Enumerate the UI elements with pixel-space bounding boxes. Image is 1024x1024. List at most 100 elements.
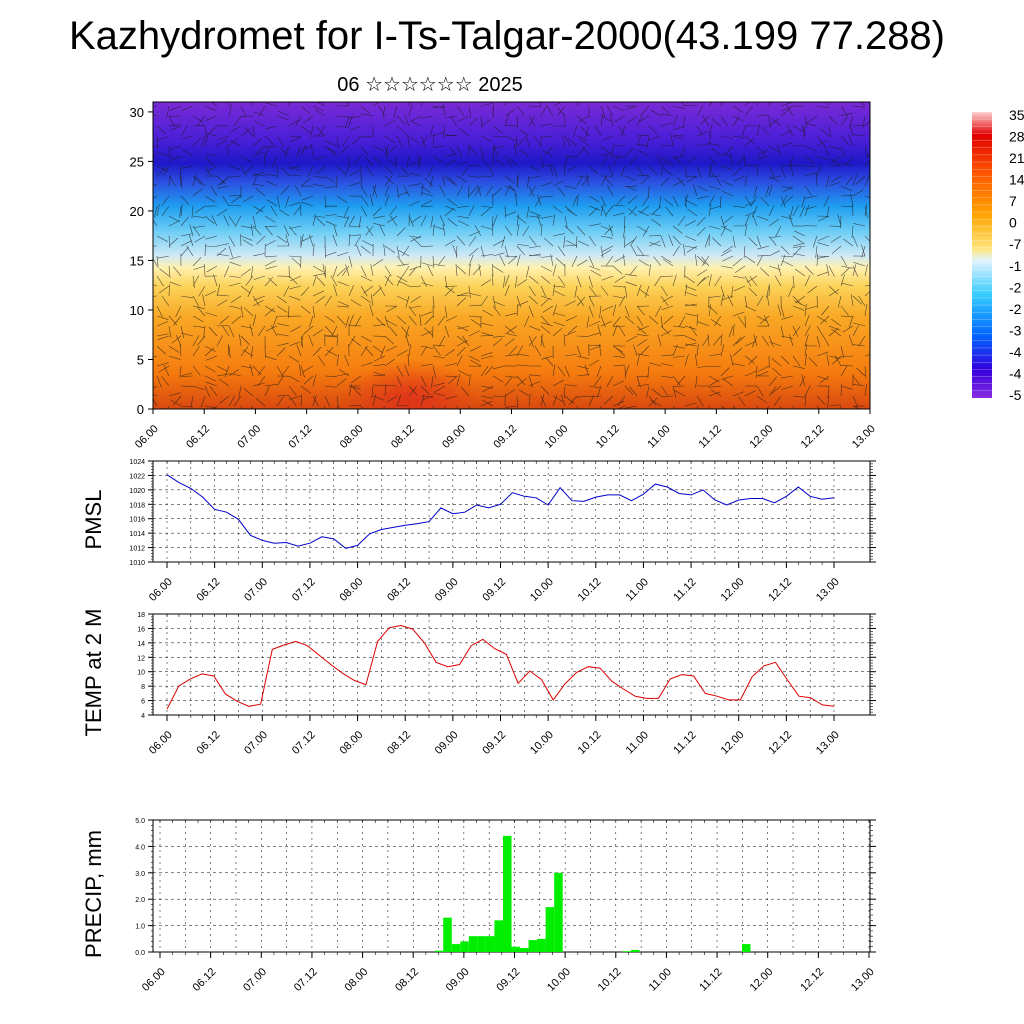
x-tick-label: 10.00 (543, 423, 571, 451)
wind-barb (420, 184, 424, 197)
wind-barb (640, 105, 650, 116)
wind-barb (310, 144, 314, 157)
wind-barb (206, 265, 218, 273)
wind-barb (576, 194, 579, 207)
wind-barb (564, 225, 575, 235)
wind-barb (563, 235, 566, 248)
wind-barb (566, 240, 578, 247)
wind-barb (588, 205, 601, 211)
wind-barb (708, 124, 713, 137)
wind-barb (252, 151, 265, 157)
wind-barb (404, 364, 410, 377)
wind-barb (427, 265, 434, 277)
x-tick-label: 06.00 (133, 423, 161, 451)
wind-barb (600, 195, 607, 208)
wind-barb (468, 405, 471, 409)
wind-barb (153, 397, 158, 407)
wind-barb (296, 145, 302, 158)
wind-barb (695, 354, 698, 367)
wind-barb (324, 145, 336, 153)
wind-barb (720, 225, 732, 232)
wind-barb (648, 125, 658, 135)
wind-barb (220, 175, 230, 186)
wind-barb (373, 384, 386, 387)
wind-barb (360, 265, 367, 277)
wind-barb (240, 105, 247, 117)
wind-barb (447, 218, 458, 227)
wind-barb (276, 165, 278, 179)
wind-barb (732, 337, 742, 347)
wind-barb (515, 194, 518, 207)
wind-barb (612, 265, 623, 275)
wind-barb (408, 200, 420, 207)
wind-barb (502, 275, 506, 288)
panel-temp-y-tick-label: 4 (141, 713, 145, 720)
wind-barb (412, 237, 422, 247)
wind-barb (792, 405, 795, 409)
wind-barb (557, 186, 566, 197)
wind-barb (159, 268, 170, 277)
wind-barb (588, 359, 600, 367)
wind-barb (300, 178, 311, 187)
wind-barb (605, 205, 614, 216)
wind-barb (432, 255, 435, 268)
wind-barb (396, 394, 402, 407)
wind-barb (396, 263, 409, 267)
wind-barb (253, 111, 266, 117)
wind-barb (744, 355, 755, 364)
wind-barb (167, 405, 170, 409)
wind-barb (792, 144, 805, 147)
wind-barb (168, 355, 181, 360)
wind-barb (383, 244, 386, 257)
wind-barb (504, 211, 517, 217)
wind-barb (649, 362, 662, 367)
wind-barb (588, 344, 601, 347)
wind-barb (581, 126, 590, 137)
wind-barb (288, 201, 301, 207)
wind-barb (793, 245, 806, 248)
wind-barb (307, 165, 314, 177)
wind-barb (492, 305, 501, 316)
wind-barb (476, 184, 482, 197)
wind-barb (192, 295, 200, 307)
wind-barb (600, 249, 612, 257)
wind-barb (240, 405, 242, 409)
wind-barb (801, 195, 806, 208)
wind-barb (516, 254, 521, 267)
wind-barb (168, 174, 172, 187)
wind-barb (842, 325, 854, 333)
wind-barb (749, 276, 758, 287)
wind-barb (179, 165, 182, 178)
wind-barb (482, 385, 494, 393)
wind-barb (445, 395, 458, 400)
wind-barb (287, 405, 290, 409)
wind-barb (482, 309, 494, 317)
wind-barb (684, 220, 696, 227)
wind-barb (685, 343, 698, 347)
wind-barb (324, 325, 334, 336)
wind-barb (702, 335, 710, 347)
wind-barb (469, 292, 482, 297)
wind-barb (858, 295, 866, 307)
wind-barb (748, 355, 758, 365)
wind-barb (692, 184, 698, 197)
wind-barb (156, 204, 160, 217)
wind-barb (840, 265, 853, 269)
wind-barb (197, 306, 206, 317)
wind-barb (212, 405, 218, 409)
wind-barb (444, 305, 448, 318)
wind-barb (684, 275, 695, 284)
wind-barb (792, 275, 795, 288)
wind-barb (825, 175, 830, 188)
wind-barb (599, 305, 602, 318)
wind-barb (227, 344, 230, 357)
wind-barb (325, 185, 338, 189)
wind-barb (349, 125, 362, 131)
y-tick-label: 20 (130, 204, 144, 219)
wind-barb (696, 185, 708, 192)
wind-barb (402, 265, 410, 277)
wind-barb (552, 327, 563, 337)
wind-barb (660, 330, 672, 337)
wind-barb (576, 175, 584, 187)
wind-barb (852, 189, 864, 197)
